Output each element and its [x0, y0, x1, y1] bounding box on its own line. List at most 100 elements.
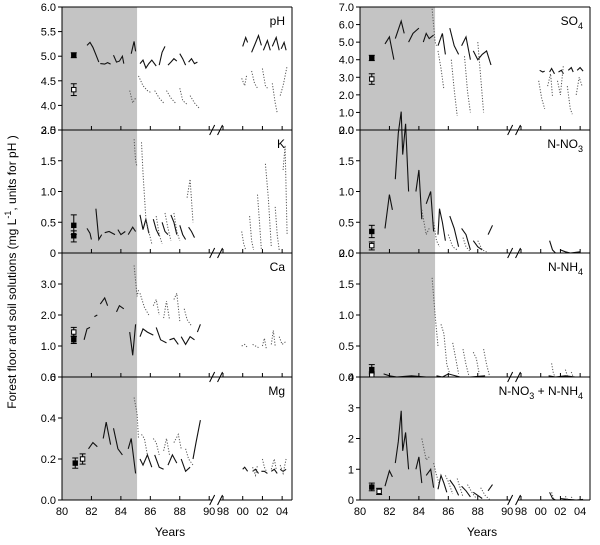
soil-solution-line-nnh4: [564, 369, 568, 376]
errorbar-marker-ph: [71, 52, 77, 58]
soil-solution-line-so4: [538, 80, 546, 110]
forest-floor-line-nno3: [449, 215, 460, 247]
soil-solution-line-k: [241, 231, 247, 251]
x-tick-label-mg: 82: [85, 506, 97, 518]
x-tick-label-nsum: 04: [574, 506, 586, 518]
y-tick-label-so4: 2.0: [339, 90, 354, 102]
errorbar-marker-nno3: [369, 242, 375, 249]
soil-solution-line-mg: [261, 458, 267, 472]
forest-floor-line-mg: [242, 466, 249, 472]
forest-floor-line-so4: [576, 66, 584, 72]
panels-group: 3.5 4.0 4.5 5.0 5.5 6.0 pH 0 0.5 1.0 1.5 2.0 K 0 1.0 2.…: [41, 2, 591, 518]
y-tick-label-k: 0: [50, 248, 56, 260]
soil-solution-line-so4: [575, 77, 583, 95]
forest-floor-line-nno3: [560, 249, 581, 254]
soil-solution-line-nnh4: [440, 324, 451, 375]
soil-solution-line-nno3: [433, 222, 440, 248]
forest-floor-line-mg: [279, 468, 287, 472]
forest-floor-line-ph: [86, 41, 100, 63]
y-tick-label-mg: 0.6: [41, 372, 56, 384]
forest-floor-line-ph: [280, 40, 287, 51]
forest-floor-line-mg: [102, 421, 112, 445]
forest-floor-line-k: [117, 229, 126, 236]
forest-floor-line-ca: [139, 328, 154, 337]
x-tick-label-nsum: 02: [554, 506, 566, 518]
x-tick-label-mg: 90: [203, 506, 215, 518]
soil-solution-line-ph: [138, 75, 153, 94]
forest-floor-line-k: [179, 225, 187, 240]
y-tick-label-ph: 3.5: [41, 125, 56, 137]
soil-solution-line-so4: [557, 64, 564, 96]
forest-floor-line-ca: [83, 326, 91, 340]
y-tick-label-nsum: 2: [348, 434, 354, 446]
y-tick-label-so4: 6.0: [339, 20, 354, 32]
errorbar-marker-nno3: [369, 228, 375, 235]
x-tick-label-nsum: 98: [515, 506, 527, 518]
soil-solution-line-nnh4: [570, 371, 574, 378]
x-tick-label-nsum: 82: [383, 506, 395, 518]
soil-solution-line-nnh4: [472, 351, 480, 374]
panel-k: 0 0.5 1.0 1.5 2.0 K: [41, 125, 293, 260]
forest-floor-line-ph: [179, 53, 187, 66]
y-tick-label-ph: 4.5: [41, 76, 56, 88]
y-tick-label-nno3: 1.5: [339, 156, 354, 168]
y-tick-label-mg: 0.2: [41, 454, 56, 466]
y-tick-label-so4: 0.0: [339, 125, 354, 137]
soil-solution-line-k: [164, 212, 172, 241]
soil-solution-line-so4: [477, 42, 485, 113]
forest-floor-line-ph: [130, 41, 137, 54]
y-tick-label-nnh4: 1.5: [339, 279, 354, 291]
forest-floor-line-so4: [422, 32, 434, 43]
soil-solution-line-nnh4: [551, 363, 556, 378]
soil-solution-line-k: [264, 163, 272, 247]
errorbar-marker-k: [71, 222, 77, 229]
panel-ca: 0 1.0 2.0 3.0 Ca: [41, 252, 293, 384]
y-tick-label-nsum: 3: [348, 403, 354, 415]
y-tick-label-nsum: 0: [348, 495, 354, 507]
y-tick-label-ph: 6.0: [41, 2, 56, 14]
soil-solution-line-ph: [241, 74, 248, 88]
errorbar-marker-so4: [369, 55, 375, 61]
forest-floor-line-ph: [100, 61, 111, 65]
forest-floor-line-ph: [188, 57, 198, 65]
forest-floor-line-ph: [271, 35, 280, 51]
soil-solution-line-ca: [152, 297, 160, 316]
soil-solution-line-k: [274, 206, 280, 250]
forest-floor-line-nno3: [437, 208, 446, 241]
soil-solution-line-ca: [183, 308, 192, 327]
soil-solution-line-k: [186, 179, 194, 223]
soil-solution-line-nsum: [467, 484, 477, 499]
shaded-period-ph: [62, 7, 138, 130]
x-tick-label-mg: 04: [276, 506, 288, 518]
y-tick-label-k: 2.0: [41, 125, 56, 137]
forest-floor-line-so4: [408, 27, 420, 43]
forest-floor-line-nno3: [425, 191, 435, 232]
forest-floor-line-k: [95, 208, 103, 242]
y-tick-label-so4: 7.0: [339, 2, 354, 14]
panel-label-mg: Mg: [268, 384, 285, 398]
errorbar-marker-nsum: [376, 488, 382, 495]
y-tick-label-nno3: 0.5: [339, 217, 354, 229]
x-tick-label-mg: 88: [174, 506, 186, 518]
forest-floor-line-so4: [437, 33, 446, 55]
soil-solution-line-nno3: [477, 240, 487, 253]
panel-label-nsum: N-NO3 + N-NH4: [499, 384, 583, 401]
x-tick-label-nsum: 88: [472, 506, 484, 518]
x-tick-label-nsum: 80: [354, 506, 366, 518]
shaded-period-ca: [62, 253, 138, 377]
x-axis-label-left: Years: [155, 525, 185, 539]
y-tick-label-k: 1.0: [41, 187, 56, 199]
y-tick-label-ca: 1.0: [41, 341, 56, 353]
forest-floor-line-mg: [192, 419, 201, 460]
forest-floor-line-mg: [154, 454, 164, 470]
forest-floor-line-ph: [139, 59, 157, 70]
x-tick-label-mg: 98: [217, 506, 229, 518]
forest-floor-line-nsum: [384, 469, 393, 487]
forest-floor-line-nno3: [472, 240, 483, 251]
soil-solution-line-ph: [154, 90, 164, 104]
y-tick-label-ca: 3.0: [41, 279, 56, 291]
shaded-period-nsum: [360, 377, 436, 500]
forest-floor-line-nno3: [384, 194, 393, 229]
x-tick-label-nsum: 00: [535, 506, 547, 518]
soil-solution-line-so4: [547, 73, 553, 97]
